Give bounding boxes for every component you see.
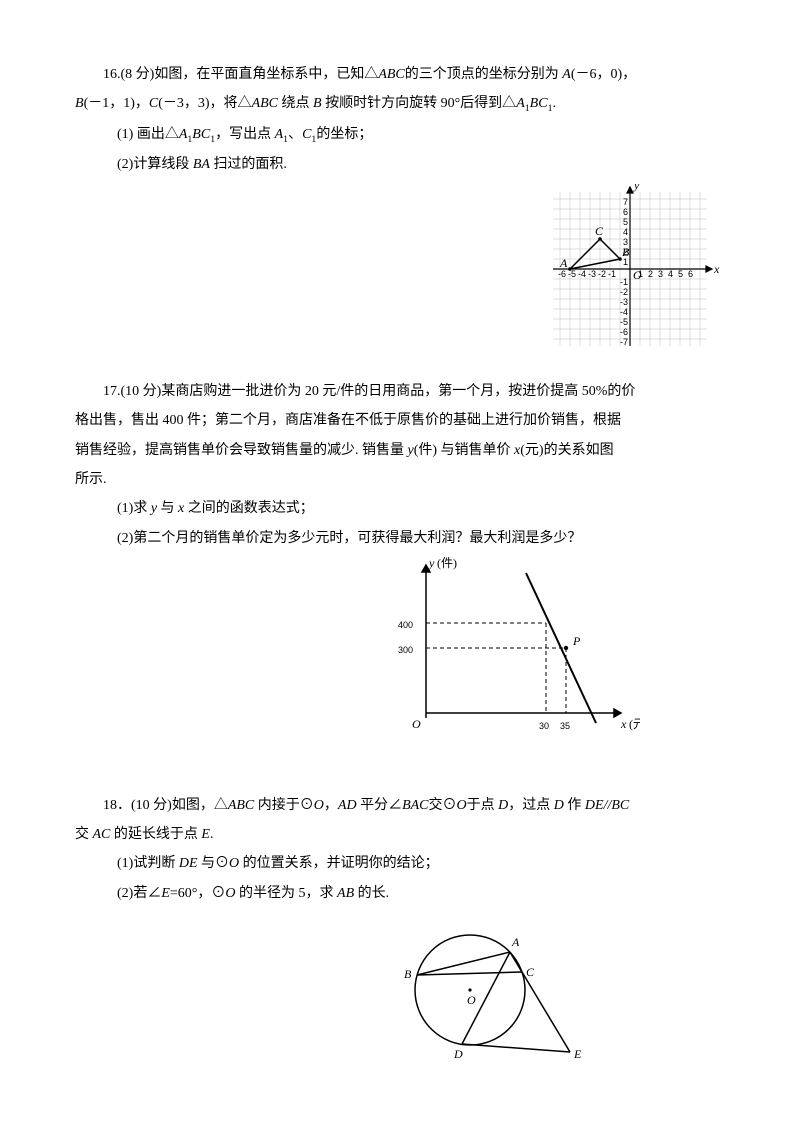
svg-text:-5: -5	[620, 317, 628, 327]
line-chart-svg: P 400 300 30 35 O y(件) x(元)	[380, 557, 640, 737]
p2a: (2)计算线段	[117, 157, 193, 172]
grid-x-label: x	[713, 262, 720, 276]
chart-yunit: (件)	[437, 557, 457, 570]
q18-line2: 交 AC 的延长线于点 E.	[75, 820, 725, 849]
chart-x: x	[620, 717, 627, 731]
q18-part1: (1)试判断 DE 与⊙O 的位置关系，并证明你的结论；	[75, 849, 725, 878]
p1d: 的坐标；	[316, 127, 372, 142]
svg-text:5: 5	[623, 217, 628, 227]
q18-line1: 18．(10 分)如图，△ABC 内接于⊙O，AD 平分∠BAC交⊙O于点 D，…	[75, 791, 725, 820]
grid-A-label: A	[559, 256, 568, 270]
spacer	[75, 761, 725, 791]
svg-text:-1: -1	[620, 277, 628, 287]
svg-text:-6: -6	[620, 327, 628, 337]
svg-text:-1: -1	[608, 269, 616, 279]
grid-svg: -6-5-4-3-2-1 123456 7654321 -1-2-3-4-5-6…	[535, 184, 725, 354]
P-label: P	[572, 634, 581, 648]
p1a: (1) 画出△	[117, 127, 179, 142]
svg-text:2: 2	[648, 269, 653, 279]
svg-text:-2: -2	[598, 269, 606, 279]
svg-text:-2: -2	[620, 287, 628, 297]
svg-text:6: 6	[623, 207, 628, 217]
p1b: ，写出点	[215, 127, 275, 142]
q17-line3: 销售经验，提高销售单价会导致销售量的减少. 销售量 y(件) 与销售单价 x(元…	[75, 436, 725, 465]
grid-y-label: y	[633, 184, 640, 192]
dB: B	[404, 967, 412, 981]
B1: B	[530, 96, 539, 111]
q16-line2: B(－1，1)，C(－3，3)，将△ABC 绕点 B 按顺时针方向旋转 90°后…	[75, 89, 725, 119]
svg-text:3: 3	[658, 269, 663, 279]
y400: 400	[398, 620, 413, 630]
svg-text:7: 7	[623, 197, 628, 207]
chart-xunit: (元)	[629, 717, 640, 731]
svg-text:-7: -7	[620, 337, 628, 347]
abc: ABC	[378, 67, 404, 82]
grid-C-label: C	[595, 224, 604, 238]
q16-t5: 按顺时针方向旋转 90°后得到△	[322, 96, 517, 111]
q17-part2: (2)第二个月的销售单价定为多少元时，可获得最大利润？最大利润是多少？	[75, 524, 725, 553]
x30: 30	[539, 721, 549, 731]
p1c: 、	[288, 127, 302, 142]
q18-part2: (2)若∠E=60°，⊙O 的半径为 5，求 AB 的长.	[75, 879, 725, 908]
A1c: A	[275, 127, 284, 142]
A: A	[562, 67, 571, 82]
dC: C	[526, 965, 535, 979]
svg-text:-6: -6	[558, 269, 566, 279]
q18-figure: A B C D E O	[75, 912, 725, 1083]
chart-O: O	[412, 717, 421, 731]
svg-text:-3: -3	[620, 297, 628, 307]
s2: 1	[548, 103, 553, 114]
q16-t3: (－1，1)，	[84, 96, 149, 111]
q16-t1: 16.(8 分)如图，在平面直角坐标系中，已知△	[103, 67, 378, 82]
y300: 300	[398, 645, 413, 655]
dD: D	[453, 1047, 463, 1061]
q17-figure: P 400 300 30 35 O y(件) x(元)	[75, 557, 725, 748]
q16-part1: (1) 画出△A1BC1，写出点 A1、C1的坐标；	[75, 120, 725, 150]
q17-line4: 所示.	[75, 465, 725, 494]
BA: BA	[193, 157, 210, 172]
B2: B	[313, 96, 322, 111]
svg-text:4: 4	[623, 227, 628, 237]
Ccoord: (－3，3)，将△	[158, 96, 251, 111]
Acoord: (－6，0)，	[571, 67, 636, 82]
q17-line2: 格出售，售出 400 件；第二个月，商店准备在不低于原售价的基础上进行加价销售，…	[75, 406, 725, 435]
A1: A	[516, 96, 525, 111]
C1b: C	[201, 127, 210, 142]
svg-text:4: 4	[668, 269, 673, 279]
svg-text:6: 6	[688, 269, 693, 279]
x35: 35	[560, 721, 570, 731]
q16-t2: 的三个顶点的坐标分别为	[405, 67, 563, 82]
circle-svg: A B C D E O	[380, 912, 600, 1072]
abc2: ABC	[252, 96, 278, 111]
svg-text:5: 5	[678, 269, 683, 279]
C: C	[149, 96, 158, 111]
q16-line1: 16.(8 分)如图，在平面直角坐标系中，已知△ABC的三个顶点的坐标分别为 A…	[75, 60, 725, 89]
chart-y: y	[428, 557, 435, 570]
B1b: B	[192, 127, 201, 142]
document-page: 16.(8 分)如图，在平面直角坐标系中，已知△ABC的三个顶点的坐标分别为 A…	[0, 0, 800, 1136]
svg-text:-4: -4	[578, 269, 586, 279]
q17-part1: (1)求 y 与 x 之间的函数表达式；	[75, 494, 725, 523]
svg-text:-3: -3	[588, 269, 596, 279]
dA: A	[511, 935, 520, 949]
q16-figure: -6-5-4-3-2-1 123456 7654321 -1-2-3-4-5-6…	[75, 184, 725, 365]
p2b: 扫过的面积.	[210, 157, 287, 172]
dE: E	[573, 1047, 582, 1061]
q16-part2: (2)计算线段 BA 扫过的面积.	[75, 150, 725, 179]
grid-B-label: B	[622, 245, 630, 259]
grid-O-label: O	[633, 268, 642, 282]
dO: O	[467, 993, 476, 1007]
q17-line1: 17.(10 分)某商店购进一批进价为 20 元/件的日用商品，第一个月，按进价…	[75, 377, 725, 406]
C1: C	[538, 96, 547, 111]
B: B	[75, 96, 84, 111]
svg-text:-4: -4	[620, 307, 628, 317]
q16-t4: 绕点	[278, 96, 313, 111]
